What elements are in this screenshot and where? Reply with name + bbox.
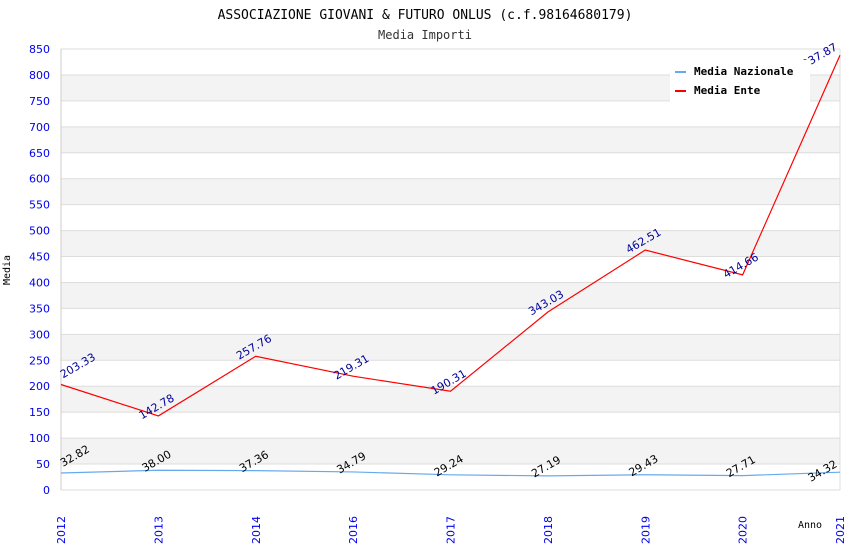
x-tick-label: 2012: [55, 516, 68, 544]
x-tick-label: 2017: [445, 516, 458, 544]
chart-title: ASSOCIAZIONE GIOVANI & FUTURO ONLUS (c.f…: [218, 8, 633, 23]
legend-swatch-nazionale: [675, 71, 686, 73]
grid-band: [61, 230, 840, 257]
y-tick-label: 700: [29, 121, 50, 134]
y-tick-label: 200: [29, 380, 50, 393]
x-tick-label: 2018: [542, 516, 555, 544]
x-tick-label: 2014: [250, 516, 263, 544]
y-tick-label: 800: [29, 69, 50, 82]
x-tick-label: 2016: [347, 516, 360, 544]
y-tick-label: 600: [29, 173, 50, 186]
legend-swatch-ente: [675, 90, 686, 92]
x-tick-label: 2021: [834, 516, 847, 544]
x-tick-label: 2020: [737, 516, 750, 544]
y-tick-label: 50: [36, 458, 50, 471]
y-tick-label: 100: [29, 432, 50, 445]
y-tick-label: 750: [29, 95, 50, 108]
y-tick-label: 550: [29, 199, 50, 212]
y-tick-label: 650: [29, 147, 50, 160]
grid-band: [61, 334, 840, 361]
y-tick-label: 500: [29, 225, 50, 238]
grid-band: [61, 178, 840, 205]
legend-label-ente: Media Ente: [694, 84, 761, 97]
y-tick-label: 350: [29, 302, 50, 315]
grid-band: [61, 386, 840, 413]
legend: Media Nazionale Media Ente: [670, 60, 810, 102]
y-tick-label: 300: [29, 328, 50, 341]
y-axis-label: Media: [2, 255, 13, 285]
grid-band: [61, 126, 840, 153]
x-axis-label: Anno: [798, 520, 822, 531]
grid-band: [61, 282, 840, 309]
y-tick-label: 450: [29, 251, 50, 264]
grid-band: [61, 438, 840, 465]
y-tick-label: 0: [43, 484, 50, 497]
y-tick-label: 250: [29, 354, 50, 367]
series-line-0: [60, 469, 841, 477]
y-tick-label: 400: [29, 276, 50, 289]
chart-subtitle: Media Importi: [378, 28, 472, 42]
x-tick-label: 2013: [152, 516, 165, 544]
x-tick-label: 2019: [639, 516, 652, 544]
series-line-1: [60, 55, 841, 417]
y-tick-label: 850: [29, 43, 50, 56]
y-tick-label: 150: [29, 406, 50, 419]
legend-label-nazionale: Media Nazionale: [694, 65, 794, 78]
